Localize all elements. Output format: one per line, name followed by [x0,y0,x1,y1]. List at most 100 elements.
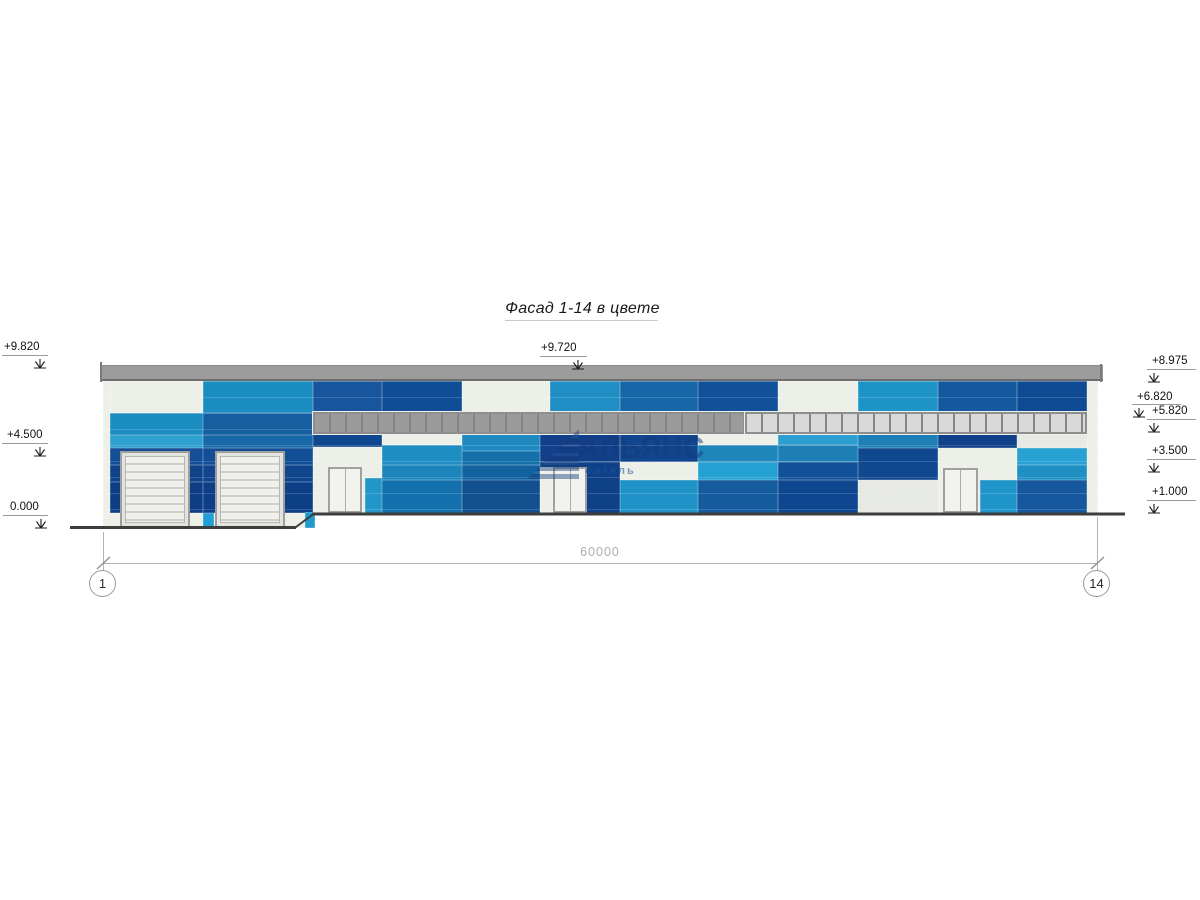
facade-panel [203,513,214,528]
facade-panel [365,478,382,513]
elevation-mark-value: +3.500 [1152,445,1188,457]
facade-panel [620,480,698,514]
elevation-mark-value: +9.820 [4,341,40,353]
elevation-mark-line [2,355,48,356]
facade-panel [1017,465,1087,480]
facade-panel [858,448,938,480]
roof-left-edge [100,362,102,382]
elevation-mark-arrow-icon [33,444,47,457]
facade-panel [203,435,313,448]
door-leaf [330,469,346,511]
elevation-mark-value: +5.820 [1152,405,1188,417]
elevation-mark-line [3,515,48,516]
facade-panel [1017,448,1087,465]
roll-up-gate [215,451,285,528]
facade-panel [313,381,382,413]
facade-panel [858,381,938,413]
facade-panel [550,381,620,413]
axis-label: 14 [1089,576,1104,591]
facade-panel [540,467,553,513]
facade-panel [462,434,540,451]
facade-panel [620,434,698,462]
elevation-mark-line [540,356,587,357]
elevation-mark-value: +6.820 [1137,391,1173,403]
double-door [943,468,978,513]
elevation-mark-line [1147,500,1196,501]
facade-panel [1017,434,1087,448]
ribbon-window [313,412,745,434]
facade-panel [620,381,698,413]
facade-panel [382,465,462,480]
roll-up-gate [120,451,190,528]
facade-panel [938,381,1017,413]
axis-bubble-14: 14 [1083,570,1110,597]
facade-panel [858,434,938,448]
elevation-mark-arrow-icon [1147,460,1161,473]
facade-panel [698,462,778,480]
elevation-mark-arrow-icon [33,356,47,369]
facade-panel [1087,381,1098,514]
double-door [328,467,362,513]
facade-panel [103,381,110,528]
facade-panel [620,462,698,480]
facade-panel [462,451,540,465]
facade-panel [382,434,462,445]
facade-panel [698,381,778,413]
facade-panel [305,512,315,528]
elevation-mark-arrow-icon [1147,420,1161,433]
facade-panel [698,445,778,462]
page-title: Фасад 1-14 в цвете [505,300,660,317]
watermark-subtext: оитель [585,465,636,477]
facade-panel [382,480,462,514]
elevation-mark-value: +9.720 [541,342,577,354]
elevation-mark-value: 0.000 [10,501,39,513]
facade-panel [1017,381,1087,413]
elevation-mark-value: +4.500 [7,429,43,441]
roof-right-edge [1100,364,1102,382]
facade-panel [778,462,858,480]
elevation-mark-arrow-icon [571,357,585,370]
gate-slats [125,456,185,523]
facade-panel [778,445,858,462]
facade-panel [382,445,462,465]
elevation-mark-line [1132,404,1181,405]
elevation-mark-line [1147,369,1196,370]
roof-fascia [100,365,1103,381]
elevation-mark-value: +1.000 [1152,486,1188,498]
facade-panel [778,381,858,413]
facade-panel [858,480,938,514]
door-leaf [945,470,961,511]
facade-panel [980,480,1017,514]
door-leaf [555,469,571,511]
facade-panel [382,381,462,413]
elevation-mark-arrow-icon [1132,405,1146,418]
ribbon-window [745,412,1087,434]
facade-panel [462,480,540,514]
elevation-mark-line [1147,459,1196,460]
facade-panel [938,434,1017,448]
elevation-mark-arrow-icon [34,516,48,529]
title-underline [505,320,658,321]
facade-panel [462,465,540,480]
facade-panel [778,480,858,514]
facade-panel [698,434,778,445]
elevation-mark-line [1147,419,1196,420]
facade-panel [203,413,313,435]
watermark-company-name: АЛЬЯНС [577,430,705,465]
facade-panel [778,434,858,445]
facade-panel [462,381,550,413]
dimension-value: 60000 [580,545,620,559]
double-door [553,467,587,513]
axis-bubble-1: 1 [89,570,116,597]
facade-panel [110,413,203,435]
facade-panel [313,434,382,447]
elevation-mark-line [2,443,48,444]
facade-panel [540,434,620,462]
facade-panel [203,381,313,413]
gate-slats [220,456,280,523]
elevation-mark-arrow-icon [1147,501,1161,514]
elevation-mark-value: +8.975 [1152,355,1188,367]
facade-panel [698,480,778,514]
